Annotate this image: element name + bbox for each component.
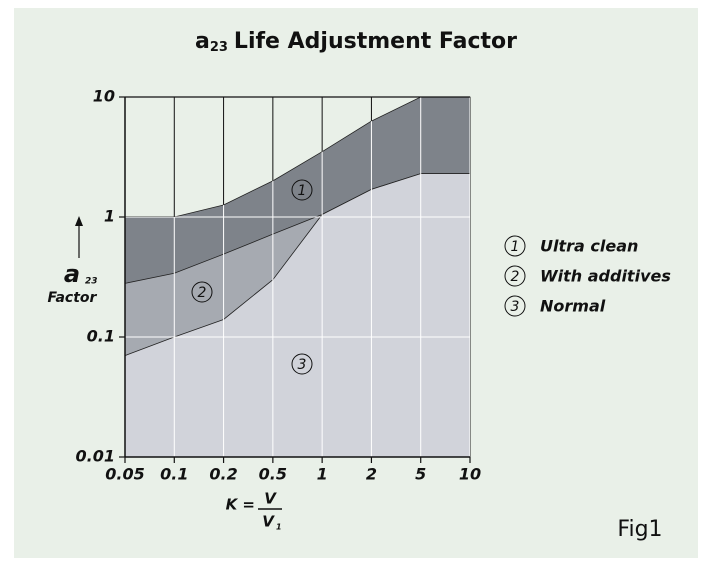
region-label: 1 [298, 183, 307, 199]
x-tick-label: 2 [366, 465, 377, 484]
x-label-numerator: V [264, 490, 277, 508]
title-subscript: 23 [210, 40, 228, 55]
x-tick-label: 10 [459, 465, 481, 484]
legend-label: Ultra clean [540, 237, 638, 256]
figure-note: Fig1 [617, 517, 662, 542]
chart-title: a23 Life Adjustment Factor [195, 29, 517, 55]
legend-label: With additives [540, 267, 671, 286]
y-label-text: Factor [48, 290, 98, 306]
region-label: 2 [198, 285, 207, 301]
title-text: Life Adjustment Factor [234, 29, 517, 54]
arrow-head [75, 216, 83, 226]
plot: 0.01 0.1 1 10 0.05 0.1 0.2 0.5 1 2 5 10 1 1 Ultra clea… [76, 87, 671, 484]
legend-number: 2 [511, 269, 520, 285]
x-tick-label: 0.2 [209, 465, 237, 484]
x-tick-label: 1 [317, 465, 328, 484]
x-label-denominator: V [262, 513, 275, 531]
region-marker [291, 353, 313, 375]
legend-marker [504, 235, 526, 257]
title-symbol: a [195, 29, 210, 54]
y-axis-label: a 23 Factor [48, 216, 98, 306]
y-tick-label: 1 [104, 207, 115, 226]
x-label-lhs: K = [226, 496, 255, 514]
x-tick-label: 0.5 [259, 465, 287, 484]
region-label: 3 [298, 357, 307, 373]
legend-marker [504, 295, 526, 317]
y-tick-label: 0.01 [76, 447, 115, 466]
region-marker [191, 281, 213, 303]
y-tick-label: 0.1 [87, 327, 115, 346]
legend-label: Normal [540, 297, 606, 316]
x-tick-label: 0.05 [105, 465, 144, 484]
x-tick-label: 5 [415, 465, 426, 484]
legend-marker [504, 265, 526, 287]
x-tick-label: 0.1 [160, 465, 188, 484]
legend-number: 3 [511, 299, 520, 315]
y-label-subscript: 23 [85, 277, 98, 287]
x-axis-label: K = V V 1 [226, 490, 282, 532]
x-label-denominator-subscript: 1 [276, 523, 282, 532]
legend-number: 1 [511, 239, 520, 255]
y-label-symbol: a [64, 260, 80, 288]
region-marker [291, 179, 313, 201]
y-tick-label: 10 [93, 87, 115, 106]
